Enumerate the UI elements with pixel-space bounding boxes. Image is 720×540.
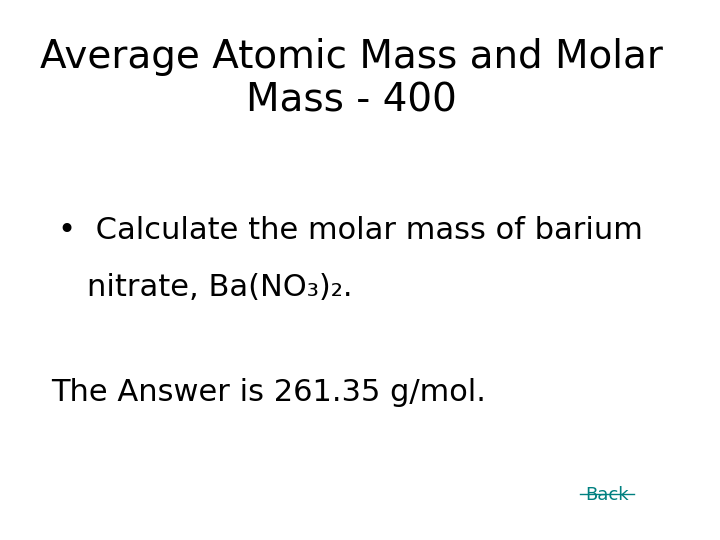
Text: •  Calculate the molar mass of barium: • Calculate the molar mass of barium <box>58 216 643 245</box>
Text: Back: Back <box>585 486 629 504</box>
Text: Average Atomic Mass and Molar
Mass - 400: Average Atomic Mass and Molar Mass - 400 <box>40 38 663 120</box>
Text: nitrate, Ba(NO₃)₂.: nitrate, Ba(NO₃)₂. <box>86 273 352 302</box>
Text: The Answer is 261.35 g/mol.: The Answer is 261.35 g/mol. <box>52 378 487 407</box>
